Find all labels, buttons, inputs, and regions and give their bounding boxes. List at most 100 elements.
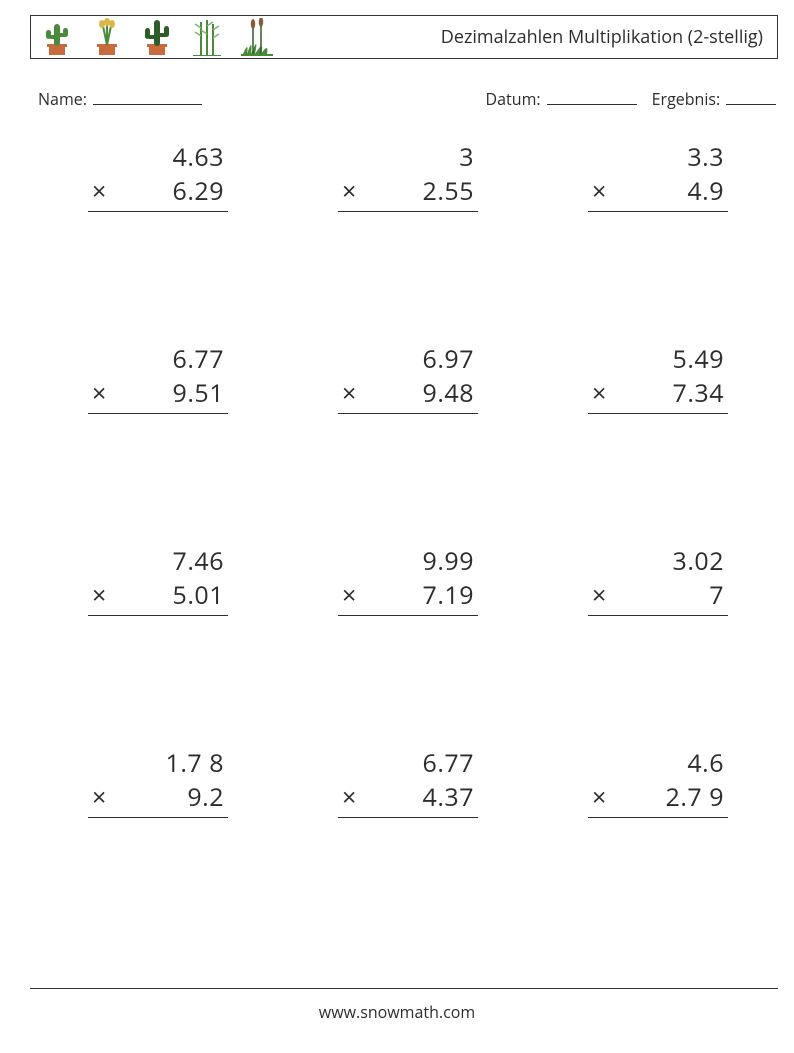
multiplication-problem: 5.49×7.34 (588, 342, 728, 414)
multiplier-line: ×4.37 (338, 780, 478, 814)
answer-rule (338, 413, 478, 414)
grass-sprout-icon (87, 16, 127, 56)
multiplication-problem: 4.63×6.29 (88, 140, 228, 212)
times-operator: × (342, 780, 360, 814)
problem-row: 6.77×9.516.97×9.485.49×7.34 (88, 342, 728, 414)
multiplicand-line: 3.02 (588, 544, 728, 578)
header-icons (37, 16, 277, 58)
multiplicand: 4.6 (610, 746, 724, 780)
problems-grid: 4.63×6.293×2.553.3×4.96.77×9.516.97×9.48… (88, 140, 728, 948)
multiplicand-line: 3 (338, 140, 478, 174)
multiplier-line: ×2.7 9 (588, 780, 728, 814)
times-operator: × (342, 174, 360, 208)
multiplicand: 3.02 (610, 544, 724, 578)
multiplication-problem: 6.77×9.51 (88, 342, 228, 414)
answer-rule (88, 817, 228, 818)
multiplier: 7.34 (610, 376, 724, 410)
multiplicand-line: 5.49 (588, 342, 728, 376)
multiplier-line: ×7 (588, 578, 728, 612)
answer-rule (338, 615, 478, 616)
multiplier: 4.9 (610, 174, 724, 208)
multiplicand-line: 3.3 (588, 140, 728, 174)
problem-row: 7.46×5.019.99×7.193.02×7 (88, 544, 728, 616)
multiplicand-line: 4.63 (88, 140, 228, 174)
answer-rule (588, 413, 728, 414)
answer-rule (338, 817, 478, 818)
multiplier-line: ×9.2 (88, 780, 228, 814)
multiplier: 2.55 (360, 174, 474, 208)
multiplication-problem: 9.99×7.19 (338, 544, 478, 616)
multiplicand: 6.77 (360, 746, 474, 780)
multiplier-line: ×7.34 (588, 376, 728, 410)
times-operator: × (342, 578, 360, 612)
multiplicand-line: 6.97 (338, 342, 478, 376)
answer-rule (588, 817, 728, 818)
multiplicand-line: 6.77 (88, 342, 228, 376)
times-operator: × (592, 174, 610, 208)
result-label: Ergebnis: (652, 88, 721, 110)
answer-rule (88, 615, 228, 616)
cactus-tall-icon (137, 16, 177, 56)
times-operator: × (592, 376, 610, 410)
times-operator: × (92, 376, 110, 410)
multiplier: 7.19 (360, 578, 474, 612)
cactus-icon (37, 16, 77, 56)
multiplier: 9.48 (360, 376, 474, 410)
multiplier-line: ×9.48 (338, 376, 478, 410)
multiplicand: 5.49 (610, 342, 724, 376)
multiplier: 6.29 (110, 174, 224, 208)
times-operator: × (592, 578, 610, 612)
multiplicand-line: 7.46 (88, 544, 228, 578)
multiplication-problem: 4.6×2.7 9 (588, 746, 728, 818)
multiplicand-line: 6.77 (338, 746, 478, 780)
multiplier: 4.37 (360, 780, 474, 814)
times-operator: × (592, 780, 610, 814)
multiplier: 7 (610, 578, 724, 612)
name-blank[interactable] (93, 91, 202, 105)
multiplication-problem: 3.02×7 (588, 544, 728, 616)
multiplier-line: ×2.55 (338, 174, 478, 208)
multiplicand-line: 4.6 (588, 746, 728, 780)
multiplier-line: ×4.9 (588, 174, 728, 208)
footer-rule (30, 988, 778, 989)
times-operator: × (92, 780, 110, 814)
multiplicand: 7.46 (110, 544, 224, 578)
multiplicand: 6.97 (360, 342, 474, 376)
multiplicand: 6.77 (110, 342, 224, 376)
answer-rule (88, 211, 228, 212)
answer-rule (338, 211, 478, 212)
multiplicand: 1.7 8 (110, 746, 224, 780)
multiplicand: 9.99 (360, 544, 474, 578)
reeds-icon (237, 16, 277, 56)
header-box: Dezimalzahlen Multiplikation (2-stellig) (30, 15, 778, 59)
meta-row: Name: Datum: Ergebnis: (38, 88, 776, 110)
times-operator: × (92, 174, 110, 208)
multiplicand: 3.3 (610, 140, 724, 174)
answer-rule (88, 413, 228, 414)
multiplication-problem: 1.7 8×9.2 (88, 746, 228, 818)
multiplier: 2.7 9 (610, 780, 724, 814)
multiplication-problem: 3×2.55 (338, 140, 478, 212)
worksheet-title: Dezimalzahlen Multiplikation (2-stellig) (441, 25, 769, 49)
times-operator: × (342, 376, 360, 410)
bamboo-icon (187, 16, 227, 56)
multiplicand-line: 1.7 8 (88, 746, 228, 780)
multiplier: 9.2 (110, 780, 224, 814)
result-blank[interactable] (726, 91, 776, 105)
worksheet-page: Dezimalzahlen Multiplikation (2-stellig)… (0, 0, 794, 1053)
date-blank[interactable] (547, 91, 637, 105)
multiplication-problem: 6.77×4.37 (338, 746, 478, 818)
date-label: Datum: (486, 88, 541, 110)
answer-rule (588, 615, 728, 616)
times-operator: × (92, 578, 110, 612)
footer-text: www.snowmath.com (0, 1001, 794, 1023)
multiplier-line: ×5.01 (88, 578, 228, 612)
multiplier-line: ×9.51 (88, 376, 228, 410)
problem-row: 1.7 8×9.26.77×4.374.6×2.7 9 (88, 746, 728, 818)
name-label: Name: (38, 88, 87, 110)
multiplicand: 4.63 (110, 140, 224, 174)
answer-rule (588, 211, 728, 212)
multiplication-problem: 6.97×9.48 (338, 342, 478, 414)
multiplication-problem: 7.46×5.01 (88, 544, 228, 616)
multiplier: 5.01 (110, 578, 224, 612)
